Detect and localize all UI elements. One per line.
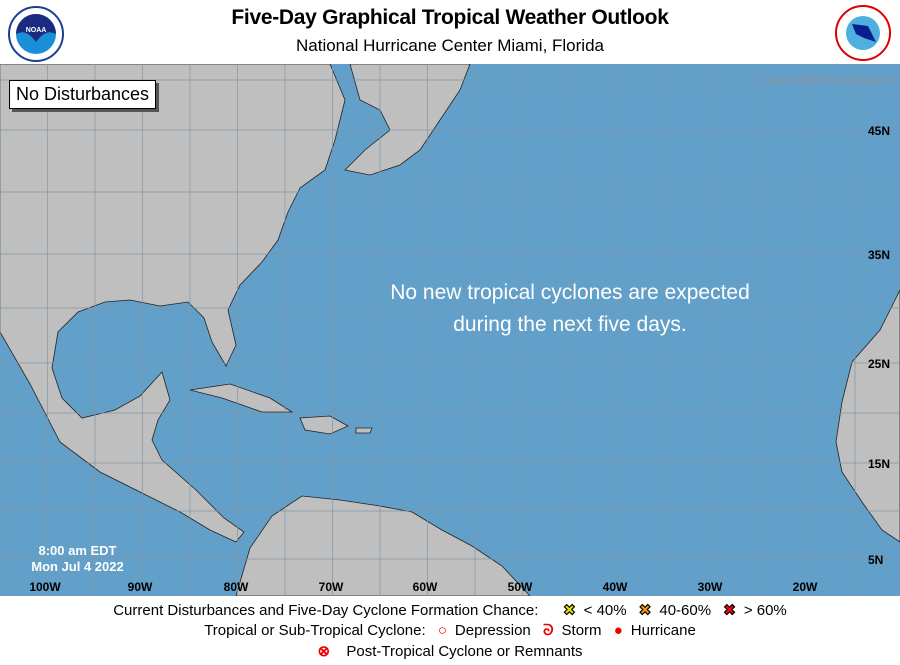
website-label[interactable]: www.hurricanes.gov [765, 72, 892, 87]
longitude-label: 40W [602, 580, 628, 594]
africa-land [835, 289, 900, 543]
page-title: Five-Day Graphical Tropical Weather Outl… [231, 6, 669, 29]
longitude-label: 90W [127, 580, 153, 594]
legend-storm: Storm [561, 622, 602, 639]
legend-low: < 40% [583, 602, 627, 619]
page-subtitle: National Hurricane Center Miami, Florida [295, 36, 604, 55]
legend-cyclone-label: Tropical or Sub-Tropical Cyclone: [204, 622, 426, 639]
outlook-message-line1: No new tropical cyclones are expected [390, 281, 750, 304]
longitude-label: 50W [507, 580, 533, 594]
x-orange-icon: ✖ [638, 602, 652, 620]
legend-post-tropical: Post-Tropical Cyclone or Remnants [346, 643, 583, 660]
x-yellow-icon: ✖ [563, 602, 576, 620]
svg-text:NOAA: NOAA [26, 27, 47, 34]
longitude-label: 70W [318, 580, 344, 594]
storm-icon: ᘐ [542, 622, 554, 639]
outlook-map[interactable] [0, 64, 900, 596]
issue-date: Mon Jul 4 2022 [31, 559, 124, 574]
south-america-land [235, 495, 531, 596]
longitude-label: 20W [792, 580, 818, 594]
legend-row-post-tropical: ⊗ Post-Tropical Cyclone or Remnants [0, 642, 900, 660]
longitude-label: 100W [29, 580, 61, 594]
cuba [189, 383, 294, 413]
latitude-label: 25N [868, 357, 891, 371]
latitude-label: 5N [868, 553, 884, 567]
longitude-label: 30W [697, 580, 723, 594]
legend-row-cyclone: Tropical or Sub-Tropical Cyclone: ○ Depre… [0, 622, 900, 639]
post-tropical-icon: ⊗ [317, 643, 331, 660]
x-red-icon: ✖ [723, 602, 736, 620]
latitude-label: 35N [868, 248, 891, 262]
longitude-label: 60W [412, 580, 438, 594]
nws-logo [835, 5, 891, 61]
status-box: No Disturbances [9, 80, 157, 109]
latitude-label: 15N [868, 457, 891, 471]
longitude-label: 80W [223, 580, 249, 594]
legend-hurricane: Hurricane [630, 622, 696, 639]
north-america-land [0, 64, 346, 543]
legend-formation-label: Current Disturbances and Five-Day Cyclon… [113, 602, 539, 619]
legend-high: > 60% [743, 602, 787, 619]
legend-depression: Depression [454, 622, 531, 639]
issue-time: 8:00 am EDT [38, 543, 117, 558]
latitude-label: 45N [868, 124, 891, 138]
legend-row-formation: Current Disturbances and Five-Day Cyclon… [0, 601, 900, 620]
outlook-message-line2: during the next five days. [453, 313, 687, 336]
hispaniola [299, 415, 349, 435]
noaa-logo: NOAA [8, 6, 64, 62]
hurricane-icon: ● [613, 622, 623, 639]
legend-mid: 40-60% [659, 602, 712, 619]
puerto-rico [355, 427, 373, 434]
depression-icon: ○ [437, 622, 447, 639]
